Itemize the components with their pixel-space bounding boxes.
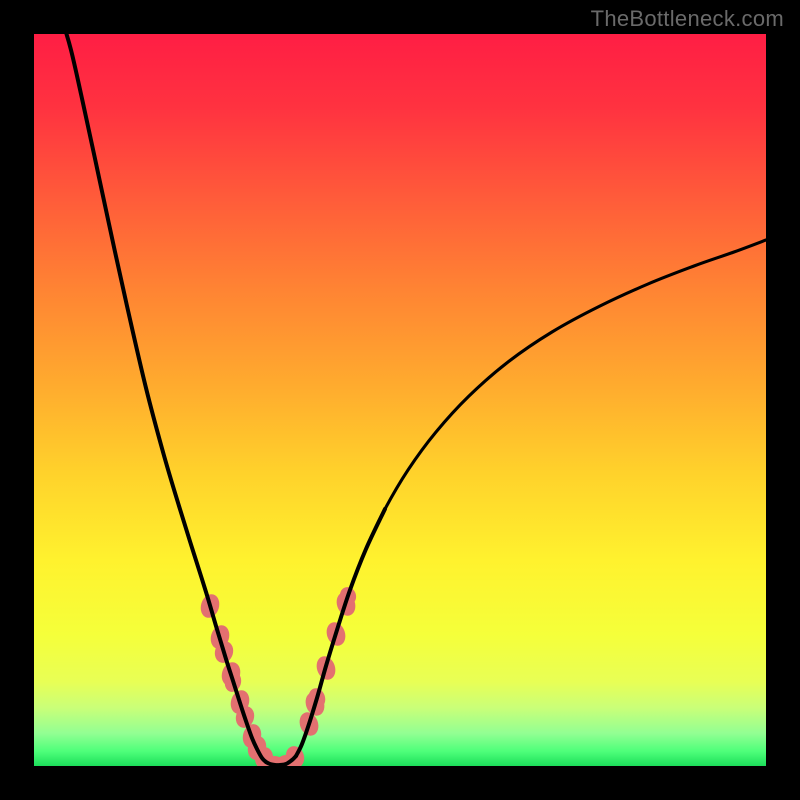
watermark-text: TheBottleneck.com — [591, 6, 784, 32]
bottleneck-curve-right — [296, 240, 766, 756]
curve-overlay — [34, 34, 766, 766]
plot-area — [34, 34, 766, 766]
bottleneck-curve-left — [64, 34, 266, 762]
data-markers-group — [198, 585, 359, 766]
